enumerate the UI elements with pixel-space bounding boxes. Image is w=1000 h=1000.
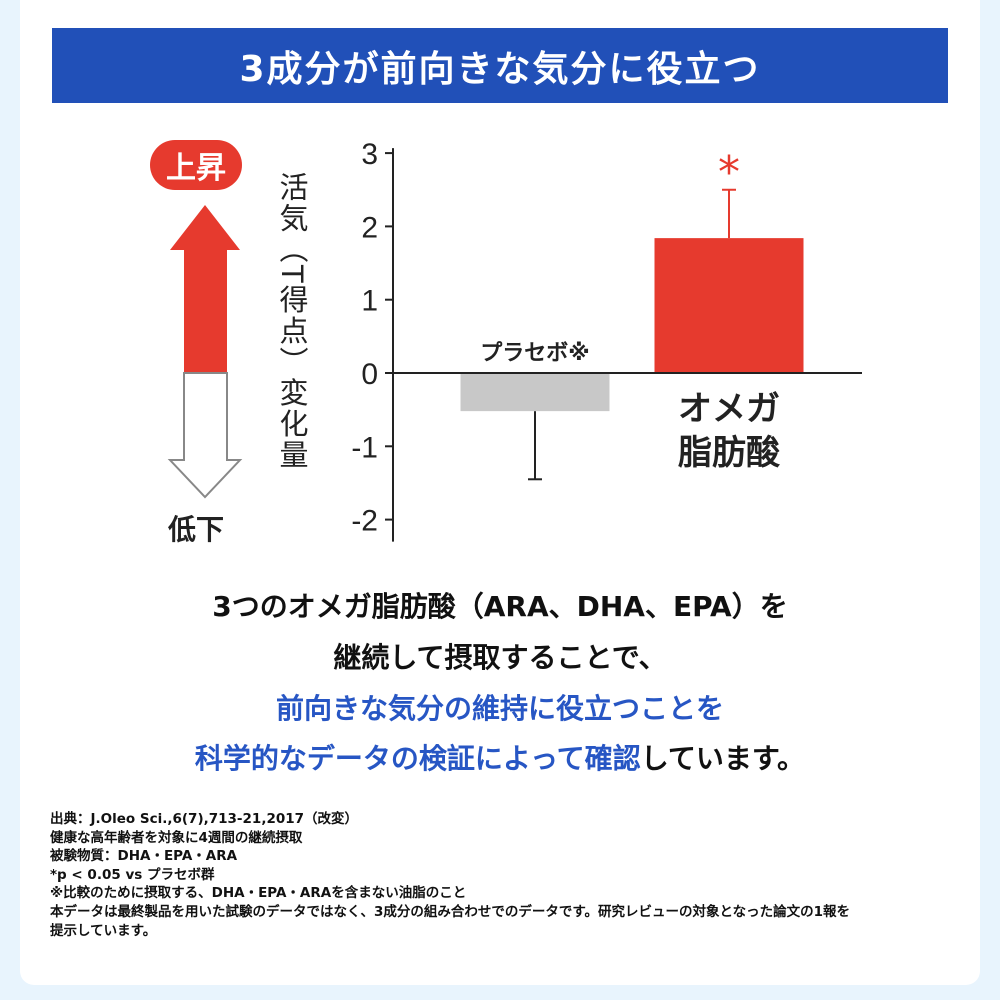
body-line-4-highlight: 科学的なデータの検証によって確認 (194, 742, 641, 775)
y-tick-label: 3 (361, 138, 378, 171)
footnote-line: 健康な高年齢者を対象に4週間の継続摂取 (50, 829, 303, 846)
body-line-2: 継続して摂取することで、 (333, 641, 667, 674)
body-line-1: 3つのオメガ脂肪酸（ARA、DHA、EPA）を (212, 590, 788, 623)
footnote-line: 本データは最終製品を用いた試験のデータではなく、3成分の組み合わせでのデータです… (50, 903, 851, 920)
significance-marker: * (718, 147, 740, 198)
bar (460, 373, 610, 412)
bar-chart: 3 2 1 0 -1 -2 * プラセボ※ オメガ脂肪酸 (351, 138, 862, 542)
y-axis-label: 活気（T得点）変化量 (275, 172, 309, 471)
category-label: 脂肪酸 (678, 433, 781, 473)
footnote-line: 提示しています。 (50, 922, 157, 939)
category-label: オメガ (678, 389, 780, 429)
body-line-4-rest: しています。 (640, 742, 806, 775)
y-tick-label: 0 (361, 358, 378, 391)
footnotes: 出典：J.Oleo Sci.,6(7),713-21,2017（改変） 健康な高年… (50, 810, 850, 940)
down-arrow-icon (167, 372, 243, 499)
y-tick-label: 1 (361, 285, 378, 318)
footnote-line: *p < 0.05 vs プラセボ群 (50, 866, 215, 883)
increase-label: 上昇 (150, 140, 242, 190)
decrease-label: 低下 (168, 513, 225, 546)
direction-arrow (167, 205, 243, 499)
page-title: 3成分が前向きな気分に役立つ (52, 28, 948, 103)
body-line-3: 前向きな気分の維持に役立つことを (275, 692, 724, 725)
y-tick-label: 2 (361, 211, 378, 244)
footnote-line: 被験物質：DHA・EPA・ARA (50, 848, 238, 865)
bar (654, 238, 804, 373)
category-label: プラセボ※ (480, 341, 589, 366)
footnote-line: 出典：J.Oleo Sci.,6(7),713-21,2017（改変） (50, 811, 359, 827)
body-line-4: 科学的なデータの検証によって確認しています。 (0, 737, 1000, 777)
y-tick-label: -2 (351, 505, 378, 538)
up-arrow-icon (170, 205, 240, 373)
footnote-line: ※比較のために摂取する、DHA・EPA・ARAを含まない油脂のこと (50, 885, 467, 902)
y-tick-label: -1 (351, 431, 378, 464)
